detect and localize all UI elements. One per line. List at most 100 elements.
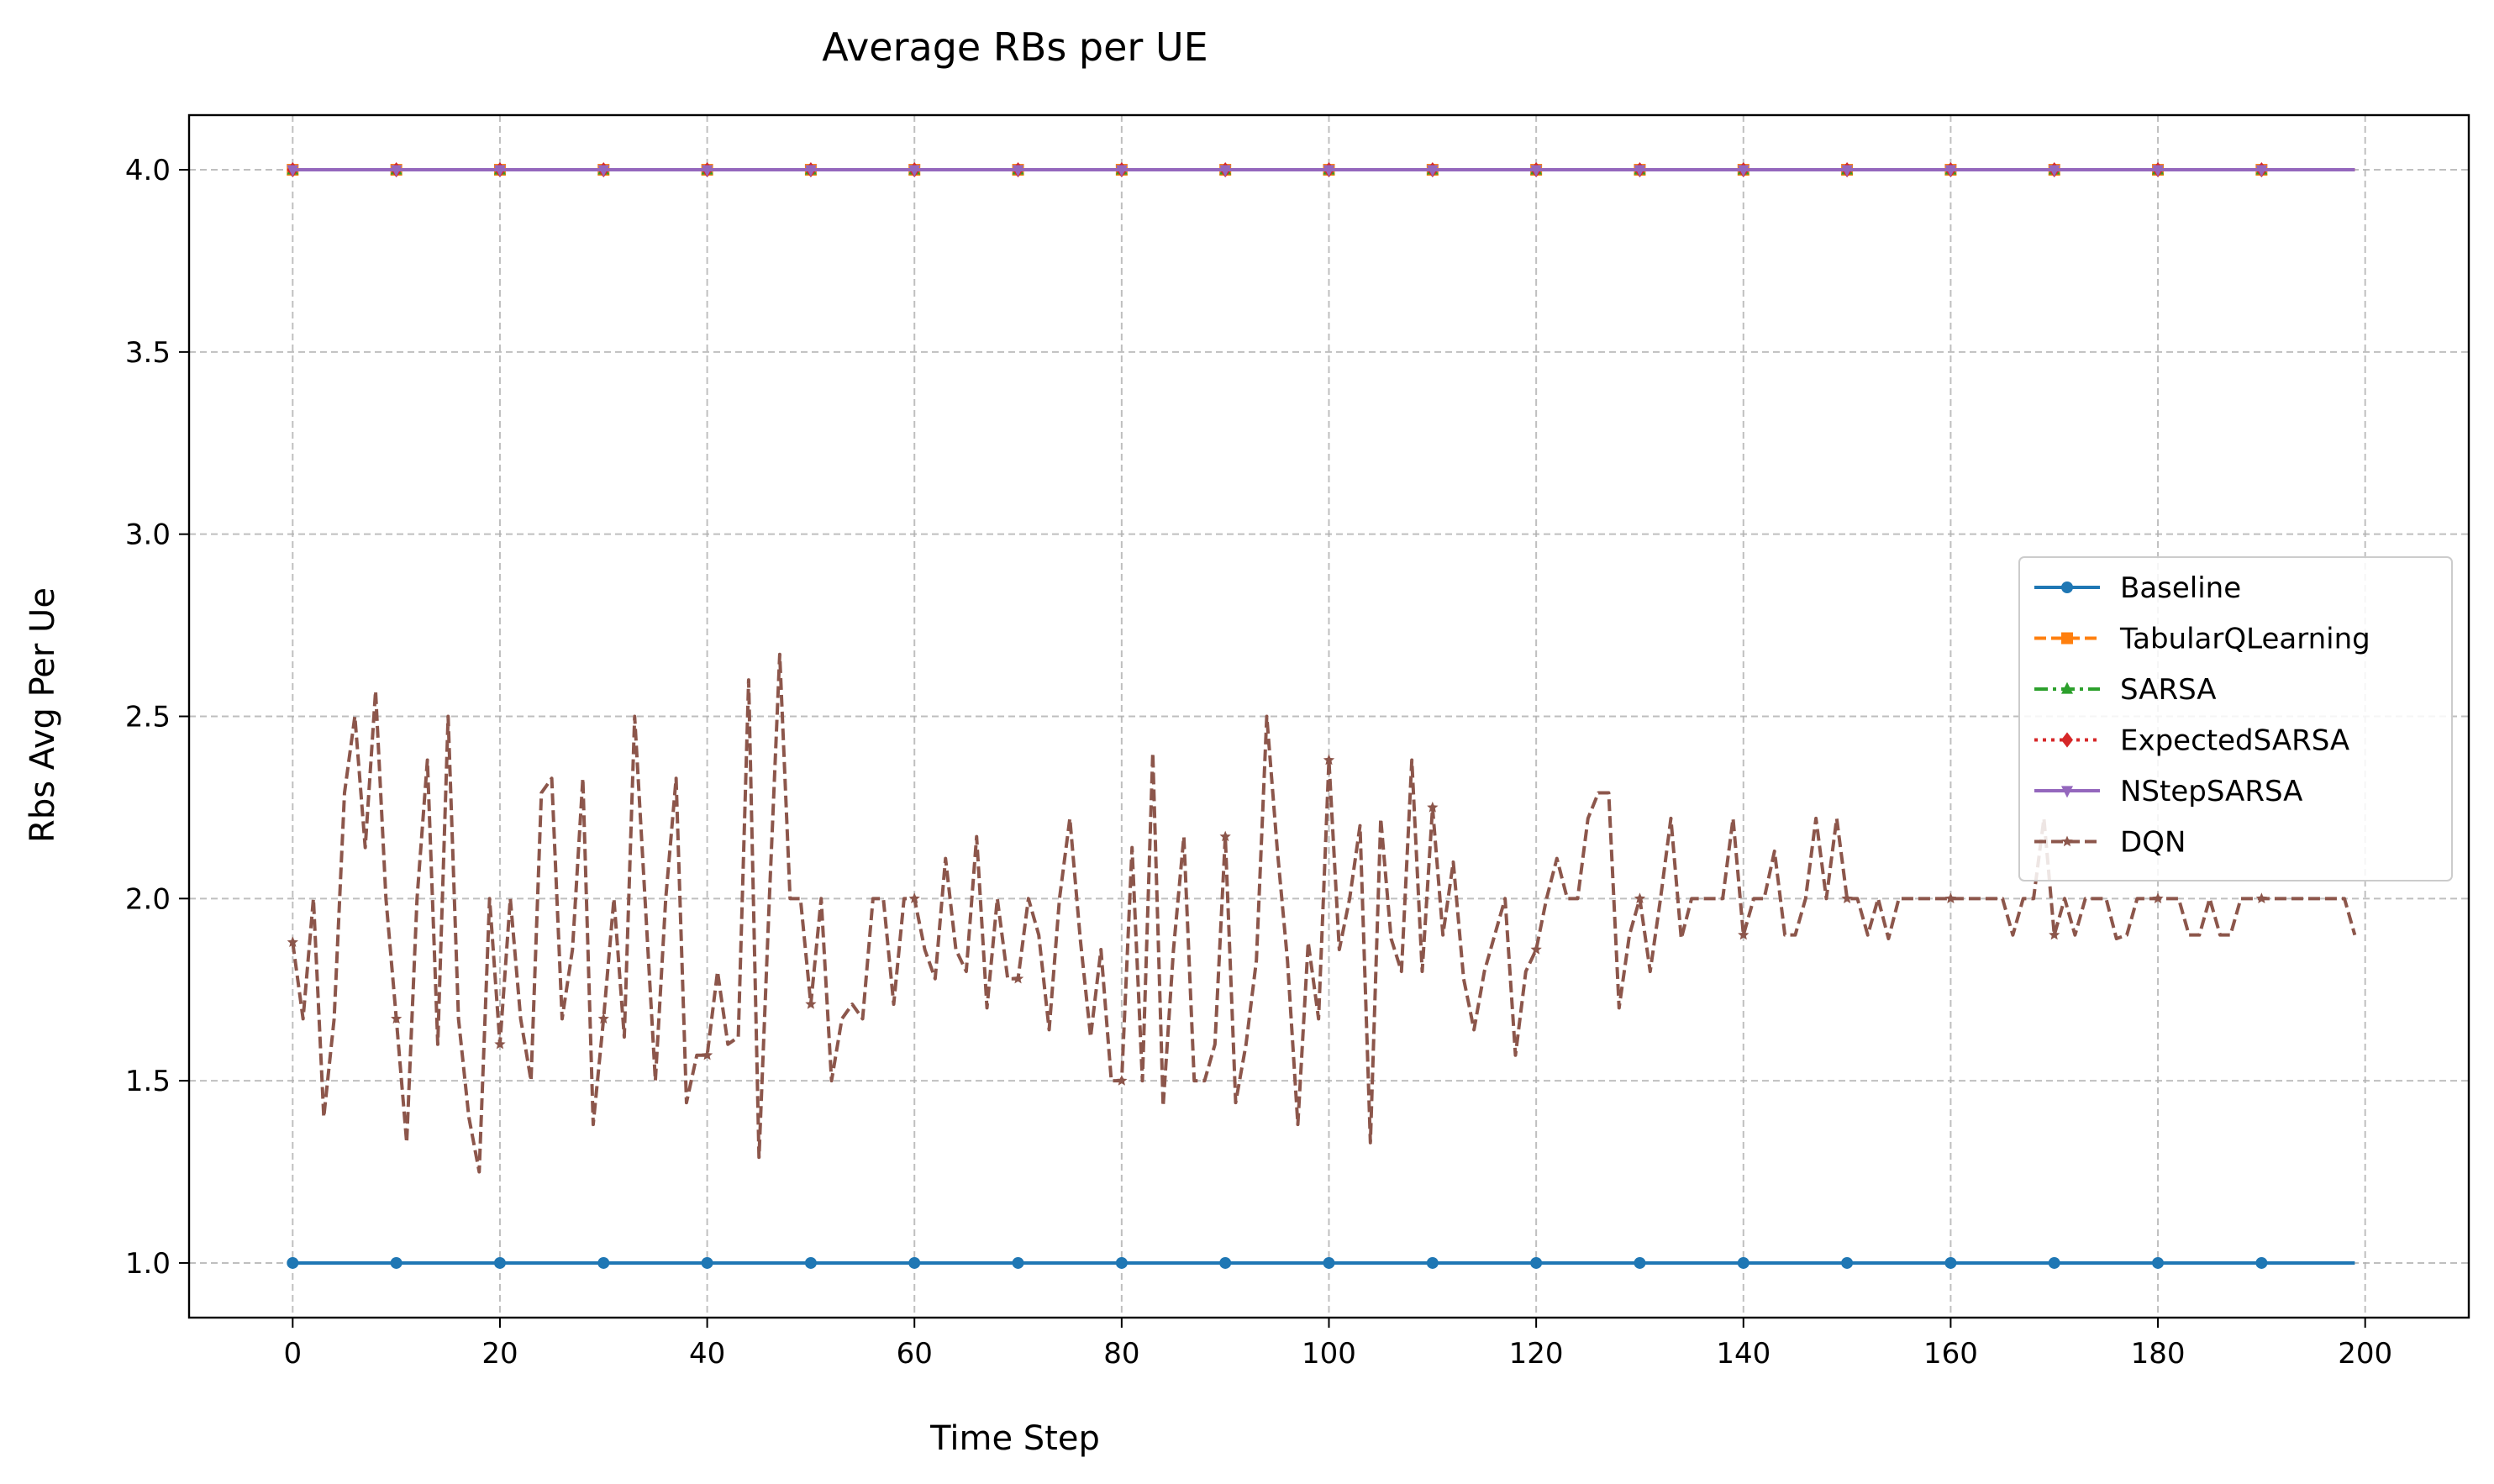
series-marker-nstepsarsa [493, 165, 506, 177]
series-marker-dqn [2049, 929, 2060, 940]
legend-label: ExpectedSARSA [2120, 724, 2349, 758]
series-marker-dqn [391, 1013, 403, 1024]
series-marker-baseline [2048, 1256, 2060, 1269]
series-marker-nstepsarsa [1115, 165, 1128, 177]
x-tick-label: 120 [1509, 1337, 1564, 1371]
legend-marker [2061, 681, 2073, 694]
series-marker-dqn [1530, 944, 1542, 955]
legend-marker [2061, 786, 2073, 798]
series-marker-baseline [1944, 1256, 1957, 1269]
x-tick-label: 40 [689, 1337, 725, 1371]
y-tick-label: 4.0 [125, 154, 171, 187]
series-marker-dqn [597, 1013, 609, 1024]
y-tick-label: 3.5 [125, 336, 171, 370]
series-marker-nstepsarsa [804, 165, 817, 177]
legend-entry-dqn: DQN [2034, 826, 2186, 860]
series-marker-baseline [1737, 1256, 1749, 1269]
series-marker-baseline [1012, 1256, 1024, 1269]
series-marker-dqn [1219, 830, 1231, 842]
series-marker-nstepsarsa [701, 165, 713, 177]
series-marker-nstepsarsa [1634, 165, 1646, 177]
legend-marker [2061, 835, 2073, 847]
series-marker-baseline [2255, 1256, 2268, 1269]
legend-label: SARSA [2120, 673, 2217, 707]
series-marker-nstepsarsa [1323, 165, 1335, 177]
series-marker-dqn [494, 1038, 506, 1050]
series-marker-baseline [597, 1256, 610, 1269]
series-marker-nstepsarsa [1944, 165, 1957, 177]
series-marker-nstepsarsa [390, 165, 403, 177]
legend-entry-sarsa: SARSA [2034, 673, 2217, 707]
series-marker-baseline [1219, 1256, 1232, 1269]
series-marker-nstepsarsa [1841, 165, 1854, 177]
series-marker-baseline [908, 1256, 921, 1269]
y-tick-label: 1.0 [125, 1247, 171, 1281]
y-tick-label: 3.0 [125, 518, 171, 552]
series-baseline [287, 1256, 2355, 1269]
legend-entry-baseline: Baseline [2034, 571, 2241, 605]
series-marker-dqn [1634, 892, 1646, 903]
series-marker-dqn [1944, 892, 1957, 903]
legend-label: DQN [2120, 826, 2186, 860]
x-tick-label: 140 [1716, 1337, 1771, 1371]
x-axis-label: Time Step [929, 1419, 1100, 1458]
chart-title: Average RBs per UE [822, 24, 1208, 70]
series-marker-baseline [287, 1256, 299, 1269]
y-tick-label: 2.0 [125, 882, 171, 916]
series-marker-baseline [390, 1256, 403, 1269]
series-marker-nstepsarsa [287, 165, 299, 177]
series-marker-baseline [804, 1256, 817, 1269]
series-marker-baseline [1530, 1256, 1543, 1269]
x-tick-label: 100 [1302, 1337, 1356, 1371]
series-dqn [287, 652, 2357, 1174]
series-marker-baseline [701, 1256, 713, 1269]
series-layer [287, 161, 2357, 1269]
series-marker-nstepsarsa [1219, 165, 1232, 177]
legend-marker [2061, 732, 2073, 748]
series-line-dqn [291, 652, 2357, 1174]
series-marker-baseline [493, 1256, 506, 1269]
legend-label: TabularQLearning [2119, 623, 2370, 656]
series-marker-nstepsarsa [2048, 165, 2060, 177]
y-tick-label: 2.5 [125, 701, 171, 734]
series-marker-dqn [1841, 892, 1853, 903]
legend-marker [2061, 632, 2073, 645]
legend-marker [2061, 581, 2073, 593]
series-marker-dqn [908, 892, 920, 903]
x-tick-label: 80 [1103, 1337, 1139, 1371]
series-marker-dqn [805, 998, 817, 1009]
plot-frame [187, 113, 2470, 1319]
x-tick-label: 60 [897, 1337, 933, 1371]
legend-entry-expectedsarsa: ExpectedSARSA [2034, 724, 2349, 758]
x-tick-label: 180 [2131, 1337, 2186, 1371]
series-marker-baseline [1115, 1256, 1128, 1269]
legend-label: Baseline [2120, 571, 2241, 605]
series-marker-nstepsarsa [2152, 165, 2165, 177]
series-marker-baseline [2152, 1256, 2165, 1269]
series-marker-baseline [1841, 1256, 1854, 1269]
legend-box [2018, 556, 2453, 881]
series-marker-dqn [2152, 892, 2164, 903]
series-marker-baseline [1426, 1256, 1439, 1269]
series-marker-baseline [1634, 1256, 1646, 1269]
series-marker-dqn [287, 936, 298, 947]
series-marker-nstepsarsa [908, 165, 921, 177]
series-marker-nstepsarsa [1426, 165, 1439, 177]
series-nstepsarsa [287, 165, 2355, 177]
x-tick-label: 20 [481, 1337, 518, 1371]
series-marker-dqn [1012, 972, 1024, 984]
series-marker-dqn [1323, 754, 1335, 766]
series-marker-dqn [1738, 929, 1749, 940]
series-marker-dqn [2255, 892, 2267, 903]
series-marker-dqn [1427, 801, 1439, 813]
series-marker-nstepsarsa [2255, 165, 2268, 177]
series-marker-dqn [701, 1049, 713, 1060]
legend-entry-tabularqlearning: TabularQLearning [2034, 623, 2370, 656]
series-marker-nstepsarsa [597, 165, 610, 177]
x-tick-label: 0 [283, 1337, 302, 1371]
series-marker-nstepsarsa [1737, 165, 1749, 177]
x-tick-label: 160 [1923, 1337, 1978, 1371]
axis-ticks: 0 20 40 60 80 100 120 140 160 180 200 1.0 1.5 2.0 2.5 3… [125, 154, 2392, 1371]
series-marker-baseline [1323, 1256, 1335, 1269]
